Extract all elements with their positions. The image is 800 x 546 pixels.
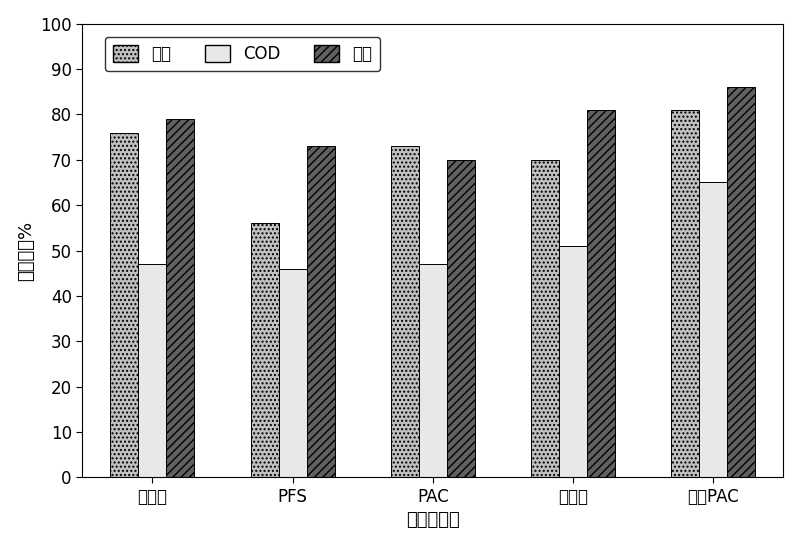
Bar <box>699 182 727 477</box>
Bar <box>138 264 166 477</box>
Bar <box>278 269 306 477</box>
Bar <box>110 133 138 477</box>
Bar <box>587 110 615 477</box>
Bar <box>250 223 278 477</box>
Bar <box>531 160 559 477</box>
Y-axis label: 去除率，%: 去除率，% <box>17 221 34 281</box>
X-axis label: 絮凝剤种类: 絮凝剤种类 <box>406 512 460 529</box>
Bar <box>447 160 475 477</box>
Bar <box>559 246 587 477</box>
Bar <box>671 110 699 477</box>
Bar <box>390 146 418 477</box>
Bar <box>306 146 334 477</box>
Bar <box>166 119 194 477</box>
Bar <box>727 87 755 477</box>
Bar <box>418 264 447 477</box>
Legend: 浊度, COD, 总磷: 浊度, COD, 总磷 <box>105 37 380 72</box>
